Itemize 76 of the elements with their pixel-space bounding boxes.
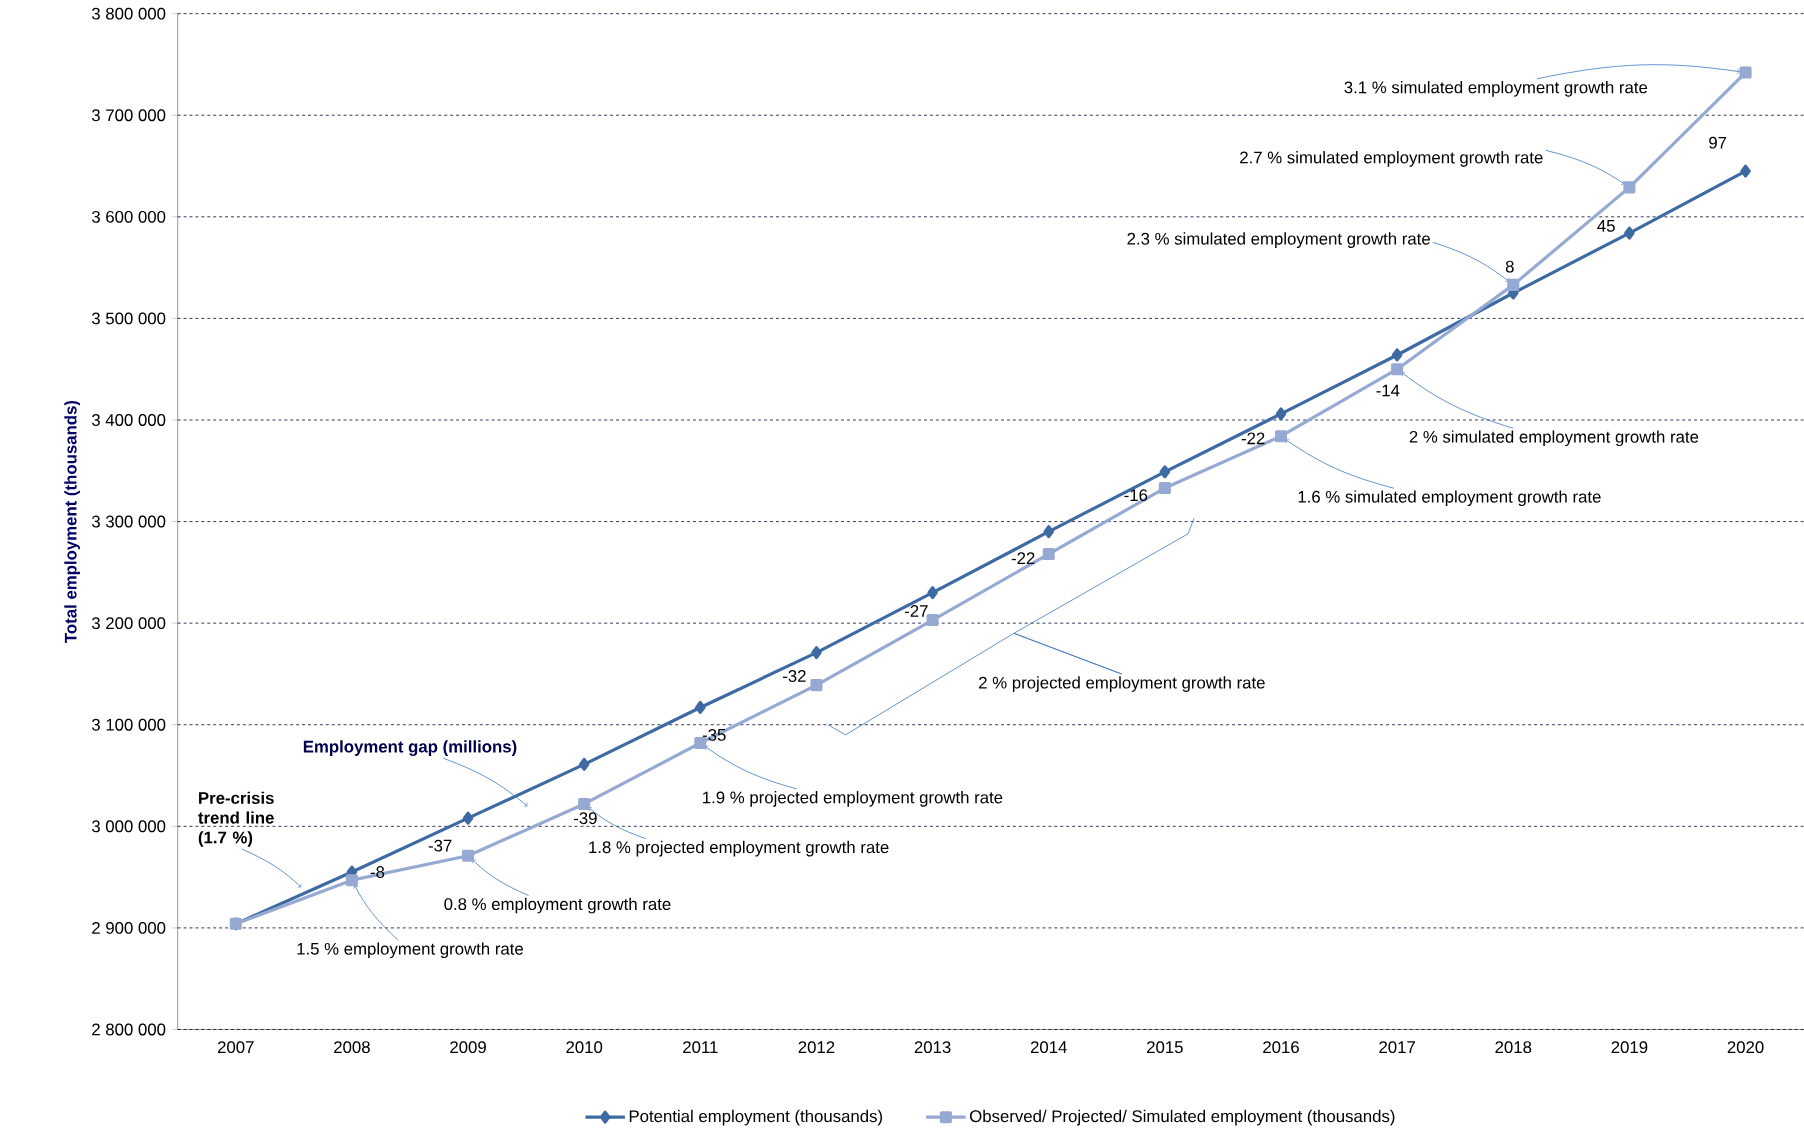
x-tick-label: 2007 xyxy=(217,1041,254,1053)
annotation: -37 xyxy=(428,839,452,852)
annotation: Employment gap (millions) xyxy=(303,740,517,756)
y-tick-label: 3 600 000 xyxy=(91,210,166,223)
point xyxy=(1624,226,1635,240)
annotation: 3.1 % simulated employment growth rate xyxy=(1344,80,1648,97)
point xyxy=(926,613,939,627)
x-tick-label: 2012 xyxy=(798,1041,835,1053)
annotation: 2.7 % simulated employment growth rate xyxy=(1240,151,1543,167)
legend-label: Observed/ Projected/ Simulated employment (thousands) xyxy=(969,1109,1395,1126)
point xyxy=(1391,348,1403,362)
annotation: -39 xyxy=(573,812,597,825)
x-tick-label: 2019 xyxy=(1611,1041,1648,1053)
annotation: -22 xyxy=(1011,552,1035,564)
point xyxy=(1158,481,1171,494)
x-tick-label: 2013 xyxy=(914,1041,951,1053)
y-tick-label: 2 900 000 xyxy=(92,921,166,934)
annotation: 2 % projected employment growth rate xyxy=(979,676,1265,692)
x-tick-label: 2015 xyxy=(1147,1041,1183,1053)
y-tick-label: 3 700 000 xyxy=(91,109,166,122)
point xyxy=(462,811,474,825)
annotation: -35 xyxy=(702,728,726,741)
annotation: -14 xyxy=(1376,384,1400,397)
annotation: 1.5 % employment growth rate xyxy=(297,942,523,958)
point xyxy=(1042,547,1055,560)
point xyxy=(1623,181,1636,194)
annotation: 1.9 % projected employment growth rate xyxy=(703,790,1003,807)
point xyxy=(811,646,822,660)
annotation: 45 xyxy=(1597,220,1615,232)
annotation: 0.8 % employment growth rate xyxy=(444,897,671,914)
point xyxy=(1274,430,1288,443)
annotation: 2.3 % simulated employment growth rate xyxy=(1127,232,1430,248)
annotation: -22 xyxy=(1241,432,1265,445)
point xyxy=(462,849,475,862)
point xyxy=(345,874,358,887)
annotation: Pre-crisis trend line (1.7 %) xyxy=(198,791,274,847)
y-tick-label: 3 400 000 xyxy=(91,413,166,426)
point xyxy=(927,586,938,600)
x-tick-label: 2020 xyxy=(1727,1041,1764,1053)
y-tick-label: 2 800 000 xyxy=(92,1023,166,1036)
y-tick-label: 3 000 000 xyxy=(91,820,166,833)
point xyxy=(1043,525,1054,539)
y-tick-label: 3 200 000 xyxy=(91,617,166,629)
y-tick-label: 3 100 000 xyxy=(91,718,166,731)
x-tick-label: 2017 xyxy=(1379,1041,1415,1053)
point xyxy=(1159,465,1171,479)
point xyxy=(1739,66,1752,79)
annotation: 1.8 % projected employment growth rate xyxy=(589,840,889,857)
annotation: -27 xyxy=(904,605,928,617)
x-tick-label: 2009 xyxy=(450,1041,486,1053)
annotation: 97 xyxy=(1709,136,1727,149)
x-tick-label: 2016 xyxy=(1263,1041,1299,1053)
x-tick-label: 2014 xyxy=(1030,1041,1067,1053)
annotation: 1.6 % simulated employment growth rate xyxy=(1298,490,1601,506)
y-axis-title: Total employment (thousands) xyxy=(64,400,80,643)
point xyxy=(810,679,823,692)
y-tick-label: 3 500 000 xyxy=(91,312,166,325)
x-tick-label: 2008 xyxy=(334,1041,370,1053)
point xyxy=(1507,278,1520,291)
annotation: -32 xyxy=(783,669,806,682)
x-tick-label: 2010 xyxy=(566,1041,603,1053)
x-tick-label: 2011 xyxy=(683,1041,718,1053)
annotation: -16 xyxy=(1124,489,1148,502)
y-tick-label: 3 800 000 xyxy=(91,7,166,20)
point xyxy=(695,700,706,714)
annotation: 8 xyxy=(1505,260,1514,273)
point xyxy=(578,757,590,771)
annotation: -8 xyxy=(370,865,385,878)
x-tick-label: 2018 xyxy=(1495,1041,1532,1053)
legend-label: Potential employment (thousands) xyxy=(629,1109,883,1126)
point xyxy=(1391,363,1404,376)
y-tick-label: 3 300 000 xyxy=(91,515,166,528)
annotation: 2 % simulated employment growth rate xyxy=(1409,430,1699,446)
point xyxy=(1275,407,1287,421)
point xyxy=(578,797,591,810)
point xyxy=(1740,164,1751,178)
